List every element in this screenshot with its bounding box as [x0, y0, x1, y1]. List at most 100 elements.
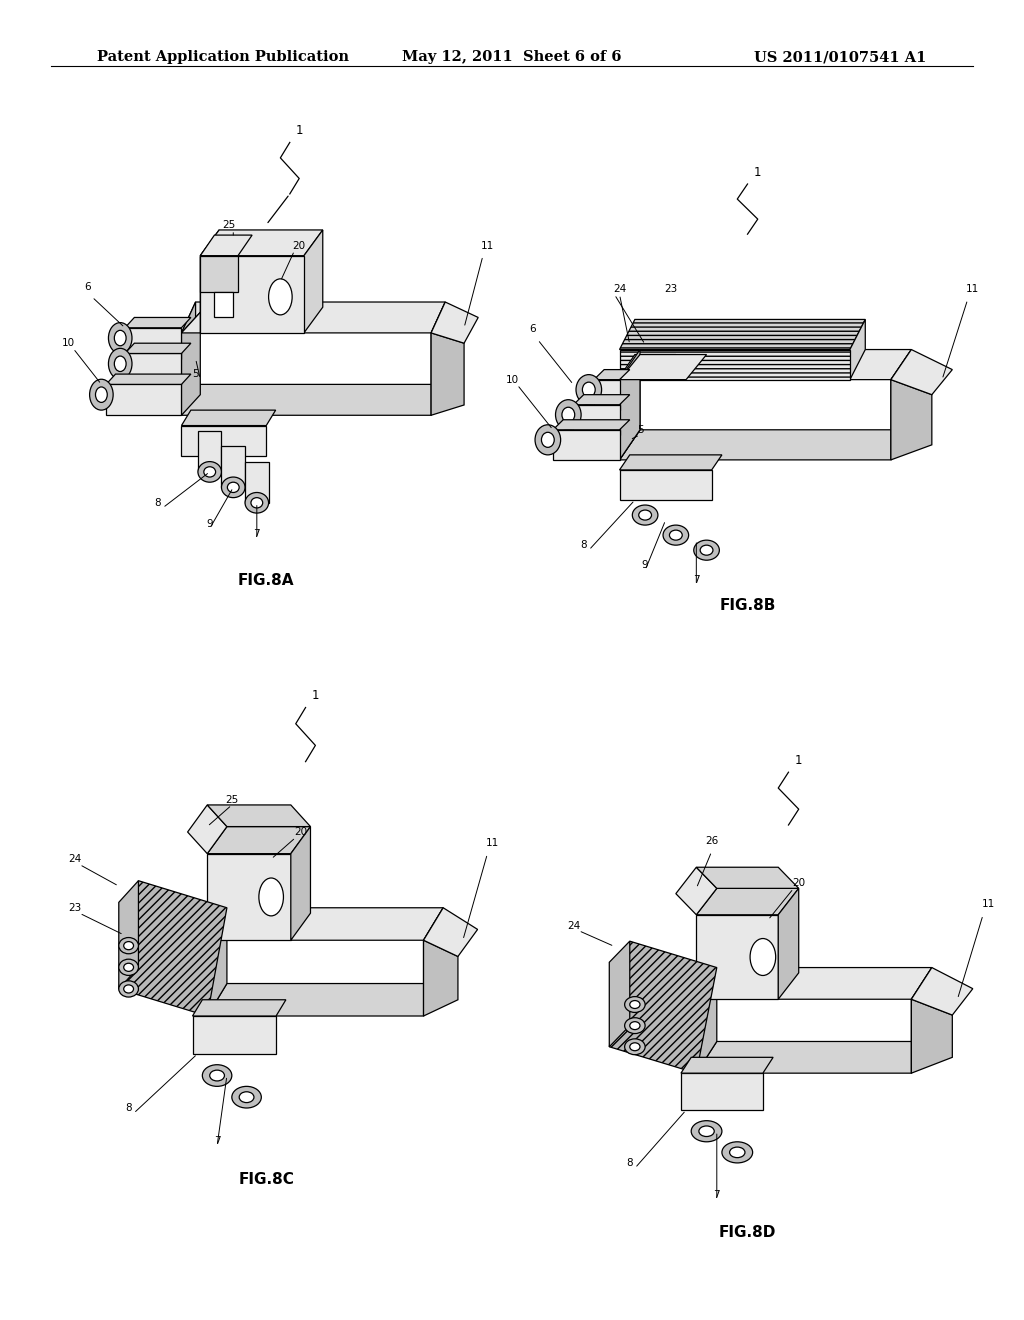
Polygon shape	[207, 908, 443, 940]
Polygon shape	[696, 968, 932, 999]
Polygon shape	[181, 425, 266, 457]
Polygon shape	[291, 826, 310, 940]
Text: US 2011/0107541 A1: US 2011/0107541 A1	[755, 50, 927, 65]
Polygon shape	[609, 941, 630, 1047]
Ellipse shape	[268, 279, 292, 315]
Ellipse shape	[231, 1086, 261, 1107]
Ellipse shape	[227, 482, 240, 492]
Ellipse shape	[583, 381, 595, 397]
Polygon shape	[424, 908, 477, 957]
Ellipse shape	[698, 1126, 714, 1137]
Polygon shape	[696, 915, 778, 999]
Ellipse shape	[664, 525, 688, 545]
Ellipse shape	[240, 1092, 254, 1102]
Polygon shape	[245, 462, 268, 503]
Ellipse shape	[221, 477, 245, 498]
Text: 8: 8	[581, 540, 587, 550]
Polygon shape	[609, 941, 717, 1073]
Ellipse shape	[535, 425, 561, 455]
Polygon shape	[911, 968, 932, 1073]
Polygon shape	[201, 230, 219, 333]
Polygon shape	[891, 380, 932, 459]
Polygon shape	[207, 826, 310, 854]
Ellipse shape	[670, 531, 682, 540]
Polygon shape	[181, 384, 445, 416]
Polygon shape	[850, 319, 865, 380]
Polygon shape	[573, 395, 630, 405]
Polygon shape	[125, 343, 190, 354]
Polygon shape	[201, 230, 323, 256]
Ellipse shape	[109, 348, 132, 379]
Ellipse shape	[630, 1043, 640, 1051]
Polygon shape	[553, 430, 620, 459]
Polygon shape	[911, 968, 973, 1015]
Polygon shape	[573, 405, 620, 434]
Ellipse shape	[95, 387, 108, 403]
Polygon shape	[625, 355, 676, 370]
Text: 11: 11	[485, 838, 499, 849]
Ellipse shape	[633, 506, 657, 525]
Ellipse shape	[245, 492, 268, 513]
Polygon shape	[620, 319, 865, 350]
Text: 11: 11	[481, 240, 495, 251]
Polygon shape	[676, 867, 717, 915]
Text: FIG.8B: FIG.8B	[719, 598, 776, 614]
Polygon shape	[696, 888, 799, 915]
Ellipse shape	[729, 1147, 744, 1158]
Text: 24: 24	[68, 854, 81, 865]
Polygon shape	[201, 256, 238, 292]
Text: 7: 7	[254, 529, 260, 539]
Polygon shape	[119, 880, 227, 1016]
Polygon shape	[106, 374, 190, 384]
Text: 9: 9	[207, 519, 213, 528]
Text: 7: 7	[693, 576, 699, 585]
Ellipse shape	[700, 545, 713, 556]
Text: FIG.8D: FIG.8D	[719, 1225, 776, 1239]
Polygon shape	[431, 302, 478, 343]
Polygon shape	[696, 968, 717, 1073]
Polygon shape	[221, 446, 245, 487]
Ellipse shape	[119, 960, 138, 975]
Text: 1: 1	[311, 689, 319, 702]
Ellipse shape	[124, 985, 133, 993]
Ellipse shape	[750, 939, 776, 975]
Ellipse shape	[204, 467, 216, 477]
Text: 1: 1	[754, 166, 762, 180]
Ellipse shape	[119, 937, 138, 954]
Text: FIG.8A: FIG.8A	[238, 573, 295, 589]
Text: 7: 7	[214, 1137, 220, 1146]
Text: 10: 10	[61, 338, 75, 348]
Ellipse shape	[124, 941, 133, 949]
Polygon shape	[214, 292, 233, 317]
Polygon shape	[431, 302, 445, 416]
Ellipse shape	[630, 1022, 640, 1030]
Text: 23: 23	[68, 903, 81, 913]
Polygon shape	[207, 908, 227, 1016]
Ellipse shape	[625, 1018, 645, 1034]
Polygon shape	[424, 908, 443, 1016]
Text: 6: 6	[84, 281, 90, 292]
Ellipse shape	[722, 1142, 753, 1163]
Ellipse shape	[694, 540, 719, 560]
Text: 7: 7	[714, 1189, 720, 1200]
Polygon shape	[620, 350, 640, 459]
Polygon shape	[181, 302, 445, 333]
Polygon shape	[201, 256, 304, 333]
Text: 11: 11	[967, 284, 979, 294]
Polygon shape	[424, 940, 458, 1016]
Polygon shape	[778, 888, 799, 999]
Ellipse shape	[115, 330, 126, 346]
Text: 1: 1	[296, 124, 303, 137]
Polygon shape	[193, 1016, 276, 1053]
Polygon shape	[681, 1057, 773, 1073]
Text: 20: 20	[793, 878, 805, 888]
Text: May 12, 2011  Sheet 6 of 6: May 12, 2011 Sheet 6 of 6	[402, 50, 622, 65]
Text: 23: 23	[665, 284, 677, 294]
Polygon shape	[620, 470, 712, 500]
Polygon shape	[193, 999, 286, 1016]
Ellipse shape	[198, 462, 221, 482]
Ellipse shape	[691, 1121, 722, 1142]
Text: 11: 11	[982, 899, 994, 909]
Polygon shape	[620, 350, 911, 380]
Polygon shape	[304, 230, 323, 333]
